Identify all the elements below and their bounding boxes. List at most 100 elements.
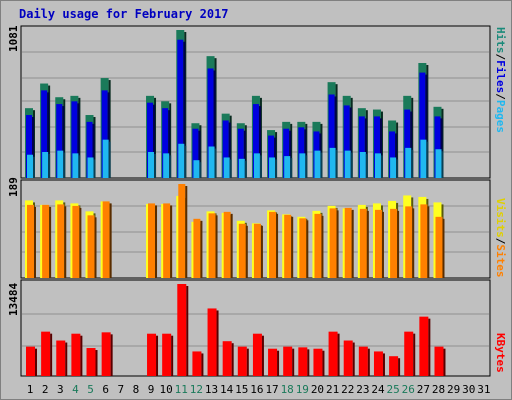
pages-bar-day-6	[102, 139, 109, 178]
sites-bar-day-12-shade	[200, 220, 203, 278]
x-tick-label-day-20: 20	[311, 383, 324, 396]
x-tick-label-day-21: 21	[326, 383, 339, 396]
kbytes-bar-day-23	[358, 346, 368, 376]
sites-bar-day-6	[102, 201, 110, 278]
kbytes-bar-day-20	[313, 348, 323, 376]
kbytes-bar-day-1	[26, 346, 35, 376]
sites-bar-day-22	[344, 207, 352, 278]
x-tick-label-day-2: 2	[42, 383, 49, 396]
pages-bar-day-12	[193, 160, 200, 178]
sites-bar-day-6-shade	[109, 203, 112, 278]
files-bar-day-28	[434, 116, 441, 178]
x-tick-label-day-8: 8	[133, 383, 140, 396]
pages-bar-day-11-shade	[184, 145, 187, 178]
x-tick-label-day-1: 1	[27, 383, 34, 396]
kbytes-bar-day-16-shade	[261, 335, 264, 376]
kbytes-bar-day-2	[41, 331, 51, 376]
kbytes-bar-day-27-shade	[428, 318, 431, 376]
files-bar-day-3	[56, 104, 63, 178]
files-bar-day-27	[419, 72, 426, 178]
x-tick-label-day-24: 24	[371, 383, 385, 396]
kbytes-axis-max: 13484	[7, 282, 20, 316]
kbytes-bar-day-4	[71, 333, 81, 376]
pages-bar-day-25	[390, 157, 397, 178]
legend-pages: Pages	[494, 99, 507, 133]
files-bar-day-11-shade	[183, 41, 186, 179]
sites-bar-day-3-shade	[64, 206, 67, 278]
legend-hits: Hits	[494, 27, 507, 54]
kbytes-bar-day-18-shade	[292, 348, 295, 376]
files-bar-day-25	[389, 131, 396, 178]
sites-bar-day-15-shade	[245, 225, 248, 278]
pages-bar-day-21-shade	[335, 149, 338, 178]
files-bar-day-1-shade	[32, 117, 34, 178]
sites-bar-day-25	[390, 208, 398, 278]
files-bar-day-6	[101, 90, 108, 178]
legend-files: Files	[494, 60, 507, 94]
sites-bar-day-22-shade	[351, 209, 354, 278]
pages-bar-day-12-shade	[199, 162, 202, 178]
sites-bar-day-12	[193, 218, 201, 278]
kbytes-bar-day-4-shade	[80, 335, 83, 376]
pages-bar-day-1	[27, 154, 33, 178]
kbytes-bar-day-18	[283, 346, 293, 376]
x-tick-label-day-30: 30	[462, 383, 475, 396]
kbytes-bar-day-11	[177, 284, 187, 376]
x-tick-label-day-13: 13	[205, 383, 218, 396]
files-bar-day-22	[343, 105, 350, 178]
legend-visits-sites: Visits/Sites	[494, 198, 507, 278]
kbytes-bar-day-3	[56, 340, 66, 376]
legend-kbytes: KBytes	[494, 333, 507, 373]
kbytes-bar-day-10	[162, 333, 172, 376]
kbytes-bar-day-5-shade	[95, 350, 98, 376]
kbytes-bar-day-21	[328, 331, 338, 376]
sites-bar-day-5	[87, 215, 95, 278]
kbytes-bar-day-22	[343, 340, 353, 376]
files-bar-day-1	[26, 115, 32, 178]
kbytes-bar-day-21-shade	[337, 333, 340, 376]
sites-bar-day-27	[420, 204, 428, 278]
files-bar-day-14	[222, 120, 229, 178]
kbytes-bar-day-19	[298, 347, 308, 376]
legend-visits: Visits	[494, 198, 507, 238]
sites-bar-day-26-shade	[412, 208, 415, 278]
pages-bar-day-3-shade	[63, 152, 66, 178]
pages-bar-day-10-shade	[169, 155, 172, 178]
kbytes-bar-day-28	[434, 346, 444, 376]
legend-sep-2: /	[494, 93, 507, 100]
pages-bar-day-15	[238, 158, 245, 178]
pages-bar-day-16	[253, 153, 260, 178]
x-tick-label-day-18: 18	[281, 383, 294, 396]
sites-bar-day-16-shade	[260, 225, 263, 278]
pages-bar-day-4-shade	[78, 155, 81, 178]
kbytes-bar-day-9	[147, 333, 157, 376]
files-bar-day-24	[373, 116, 380, 178]
files-bar-day-10-shade	[168, 110, 171, 178]
pages-bar-day-11	[178, 143, 185, 178]
files-bar-day-13	[207, 68, 214, 178]
x-tick-label-day-17: 17	[265, 383, 278, 396]
pages-bar-day-5	[87, 157, 94, 178]
sites-bar-day-15	[238, 223, 246, 278]
pages-bar-day-4	[72, 153, 79, 178]
sites-bar-day-11	[178, 184, 186, 278]
kbytes-bar-day-9-shade	[156, 335, 159, 376]
sites-bar-day-18	[284, 214, 292, 278]
sites-bar-day-14-shade	[230, 213, 233, 278]
x-tick-label-day-29: 29	[447, 383, 460, 396]
files-bar-day-18	[283, 128, 290, 178]
x-tick-label-day-11: 11	[175, 383, 188, 396]
sites-bar-day-24-shade	[381, 211, 384, 278]
kbytes-bar-day-15-shade	[246, 348, 249, 376]
sites-bar-day-9	[148, 203, 156, 278]
files-bar-day-11	[177, 39, 184, 179]
pages-bar-day-3	[57, 150, 64, 178]
pages-bar-day-13-shade	[214, 148, 217, 178]
files-bar-day-5-shade	[92, 123, 95, 178]
kbytes-bar-day-12	[192, 351, 202, 376]
x-tick-label-day-12: 12	[190, 383, 203, 396]
pages-bar-day-18	[284, 156, 291, 178]
kbytes-bar-day-2-shade	[50, 333, 53, 376]
sites-bar-day-27-shade	[427, 206, 430, 278]
kbytes-bar-day-25-shade	[398, 358, 401, 376]
